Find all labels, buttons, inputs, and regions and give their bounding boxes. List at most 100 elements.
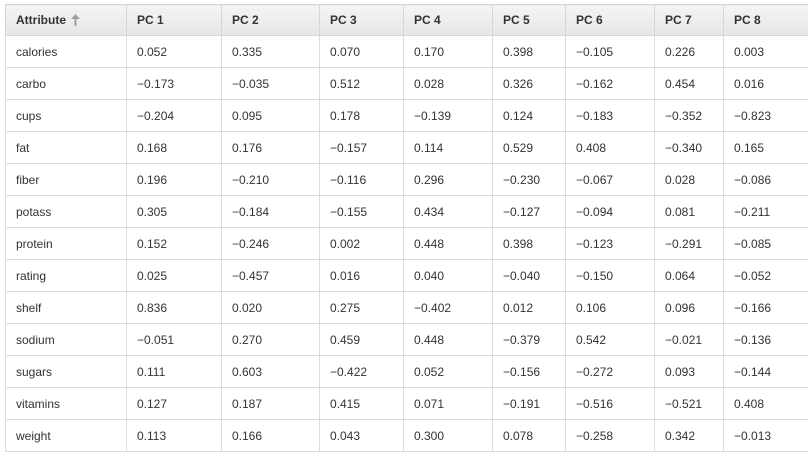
table-row[interactable]: vitamins 0.127 0.187 0.415 0.071 −0.191 −0.516… [5, 387, 808, 420]
loading-value-cell: 0.064 [654, 259, 724, 292]
loading-value-cell: −0.051 [126, 323, 222, 356]
loading-value-cell: 0.448 [403, 323, 493, 356]
pca-loadings-table: Attribute PC 1 PC 2 PC 3 PC 4 PC 5 PC 6 PC 7 PC … [5, 4, 808, 452]
table-row[interactable]: cups −0.204 0.095 0.178 −0.139 0.124 −0.183 −0.… [5, 99, 808, 132]
loading-value-cell: −0.823 [723, 99, 808, 132]
loading-value-cell: 0.111 [126, 355, 222, 388]
loading-value-cell: −0.402 [403, 291, 493, 324]
attribute-cell: vitamins [5, 387, 127, 420]
table-row[interactable]: protein 0.152 −0.246 0.002 0.448 0.398 −0.123−… [5, 227, 808, 260]
loading-value-cell: −0.139 [403, 99, 493, 132]
loading-value-cell: −0.173 [126, 67, 222, 100]
loading-value-cell: 0.113 [126, 419, 222, 452]
loading-value-cell: 0.052 [403, 355, 493, 388]
loading-value-cell: 0.043 [319, 419, 404, 452]
loading-value-cell: 0.408 [565, 131, 655, 164]
loading-value-cell: 0.002 [319, 227, 404, 260]
loading-value-cell: −0.521 [654, 387, 724, 420]
loading-value-cell: −0.183 [565, 99, 655, 132]
loading-value-cell: 0.166 [221, 419, 320, 452]
loading-value-cell: −0.516 [565, 387, 655, 420]
column-header-label: PC 1 [137, 13, 164, 27]
loading-value-cell: −0.013 [723, 419, 808, 452]
loading-value-cell: 0.459 [319, 323, 404, 356]
loading-value-cell: −0.211 [723, 195, 808, 228]
column-header-pc-4[interactable]: PC 4 [403, 4, 493, 36]
loading-value-cell: 0.081 [654, 195, 724, 228]
loading-value-cell: 0.078 [492, 419, 566, 452]
column-header-pc-5[interactable]: PC 5 [492, 4, 566, 36]
loading-value-cell: 0.152 [126, 227, 222, 260]
loading-value-cell: 0.020 [221, 291, 320, 324]
table-row[interactable]: shelf 0.836 0.020 0.275 −0.402 0.012 0.106 0.09… [5, 291, 808, 324]
column-header-pc-7[interactable]: PC 7 [654, 4, 724, 36]
loading-value-cell: 0.434 [403, 195, 493, 228]
loading-value-cell: 0.529 [492, 131, 566, 164]
column-header-pc-8[interactable]: PC 8 [723, 4, 808, 36]
attribute-cell: potass [5, 195, 127, 228]
table-row[interactable]: calories 0.052 0.335 0.070 0.170 0.398 −0.105 0… [5, 35, 808, 68]
pca-loadings-table-container: Attribute PC 1 PC 2 PC 3 PC 4 PC 5 PC 6 PC 7 PC … [5, 4, 808, 452]
loading-value-cell: −0.210 [221, 163, 320, 196]
loading-value-cell: 0.415 [319, 387, 404, 420]
loading-value-cell: 0.070 [319, 35, 404, 68]
sort-ascending-icon[interactable] [71, 13, 80, 27]
loading-value-cell: 0.603 [221, 355, 320, 388]
loading-value-cell: 0.187 [221, 387, 320, 420]
loading-value-cell: −0.457 [221, 259, 320, 292]
table-row[interactable]: fat 0.168 0.176 −0.157 0.114 0.529 0.408 −0.340… [5, 131, 808, 164]
attribute-cell: cups [5, 99, 127, 132]
loading-value-cell: 0.300 [403, 419, 493, 452]
loading-value-cell: 0.296 [403, 163, 493, 196]
loading-value-cell: −0.166 [723, 291, 808, 324]
loading-value-cell: −0.162 [565, 67, 655, 100]
table-row[interactable]: potass 0.305 −0.184 −0.155 0.434 −0.127 −0.094… [5, 195, 808, 228]
table-header-row: Attribute PC 1 PC 2 PC 3 PC 4 PC 5 PC 6 PC 7 PC … [5, 4, 808, 36]
table-row[interactable]: fiber 0.196 −0.210 −0.116 0.296 −0.230 −0.067 0… [5, 163, 808, 196]
loading-value-cell: 0.196 [126, 163, 222, 196]
loading-value-cell: 0.114 [403, 131, 493, 164]
loading-value-cell: −0.156 [492, 355, 566, 388]
column-header-pc-2[interactable]: PC 2 [221, 4, 320, 36]
loading-value-cell: −0.021 [654, 323, 724, 356]
table-row[interactable]: carbo −0.173 −0.035 0.512 0.028 0.326 −0.162 0.… [5, 67, 808, 100]
loading-value-cell: 0.398 [492, 227, 566, 260]
loading-value-cell: 0.176 [221, 131, 320, 164]
column-header-label: PC 2 [232, 13, 259, 27]
loading-value-cell: 0.093 [654, 355, 724, 388]
loading-value-cell: 0.342 [654, 419, 724, 452]
loading-value-cell: 0.542 [565, 323, 655, 356]
loading-value-cell: 0.408 [723, 387, 808, 420]
table-row[interactable]: weight 0.113 0.166 0.043 0.300 0.078 −0.258 0.3… [5, 419, 808, 452]
loading-value-cell: 0.095 [221, 99, 320, 132]
loading-value-cell: −0.422 [319, 355, 404, 388]
loading-value-cell: 0.178 [319, 99, 404, 132]
column-header-label: PC 5 [503, 13, 530, 27]
loading-value-cell: −0.379 [492, 323, 566, 356]
column-header-pc-1[interactable]: PC 1 [126, 4, 222, 36]
loading-value-cell: 0.052 [126, 35, 222, 68]
loading-value-cell: 0.275 [319, 291, 404, 324]
table-body: calories 0.052 0.335 0.070 0.170 0.398 −0.105 0… [5, 35, 808, 452]
loading-value-cell: −0.136 [723, 323, 808, 356]
column-header-label: PC 3 [330, 13, 357, 27]
loading-value-cell: 0.448 [403, 227, 493, 260]
table-row[interactable]: sugars 0.111 0.603 −0.422 0.052 −0.156 −0.272 0… [5, 355, 808, 388]
attribute-cell: fat [5, 131, 127, 164]
loading-value-cell: 0.016 [319, 259, 404, 292]
loading-value-cell: −0.230 [492, 163, 566, 196]
attribute-cell: calories [5, 35, 127, 68]
loading-value-cell: −0.258 [565, 419, 655, 452]
column-header-attribute[interactable]: Attribute [5, 4, 127, 36]
table-row[interactable]: rating 0.025 −0.457 0.016 0.040 −0.040 −0.150 0… [5, 259, 808, 292]
table-row[interactable]: sodium −0.051 0.270 0.459 0.448 −0.379 0.542 −0… [5, 323, 808, 356]
column-header-pc-6[interactable]: PC 6 [565, 4, 655, 36]
loading-value-cell: 0.335 [221, 35, 320, 68]
loading-value-cell: −0.105 [565, 35, 655, 68]
loading-value-cell: −0.067 [565, 163, 655, 196]
loading-value-cell: 0.170 [403, 35, 493, 68]
loading-value-cell: 0.124 [492, 99, 566, 132]
column-header-pc-3[interactable]: PC 3 [319, 4, 404, 36]
loading-value-cell: 0.016 [723, 67, 808, 100]
loading-value-cell: 0.398 [492, 35, 566, 68]
